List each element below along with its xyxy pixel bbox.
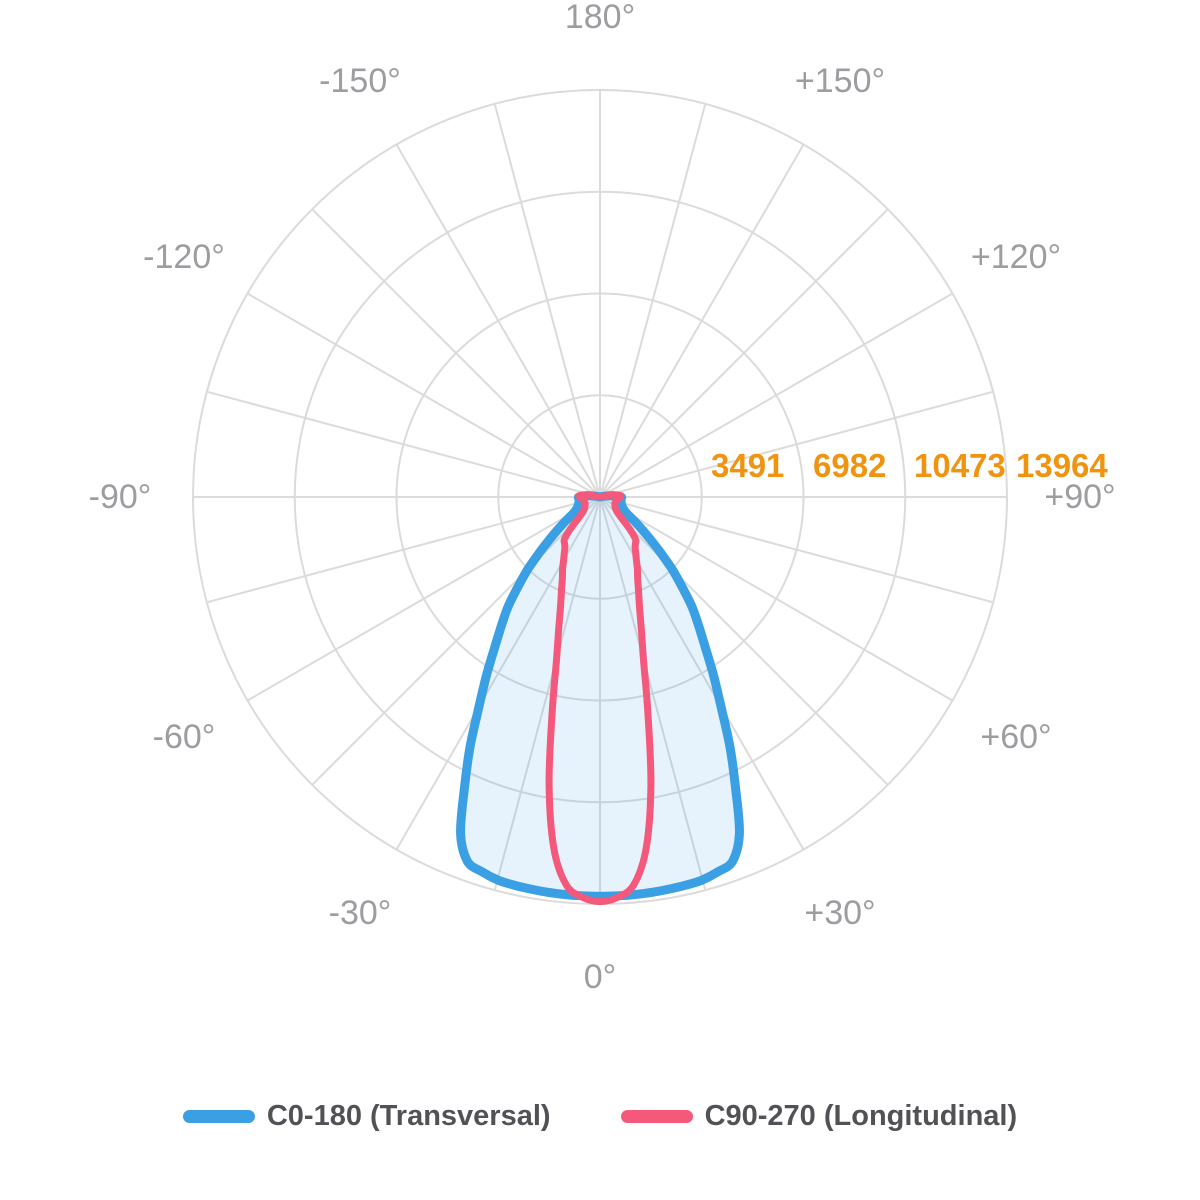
legend-item-c90-270[interactable]: C90-270 (Longitudinal) [620,1100,1018,1133]
polar-chart-svg [192,89,1008,906]
grid-spoke [247,292,601,498]
grid-spoke [599,390,994,498]
legend-swatch-c0-180 [182,1110,255,1123]
grid-spoke [599,144,805,498]
grid-spoke [599,292,953,498]
grid-spoke [206,390,601,498]
legend-label-c0-180: C0-180 (Transversal) [266,1100,551,1132]
grid-spoke [599,496,994,604]
grid-spoke [493,103,601,498]
curve-c0-180 [456,491,744,901]
grid-spoke [599,103,707,498]
legend: C0-180 (Transversal) C90-270 (Longitudin… [0,1100,1200,1133]
grid-spoke [599,496,707,891]
curve-c90-270 [545,491,655,906]
legend-swatch-c90-270 [620,1110,693,1123]
polar-chart-area: 0° +30° +60° +90° +120° +150° 180° -30° -60° -90°… [89,0,1116,994]
grid-spoke [599,208,889,498]
grid-spoke [206,496,601,604]
legend-item-c0-180[interactable]: C0-180 (Transversal) [182,1100,551,1133]
grid-spoke [395,144,601,498]
grid-spoke [311,496,601,786]
grid-spoke [247,496,601,702]
legend-label-c90-270: C90-270 (Longitudinal) [704,1100,1018,1132]
grid-spoke [599,496,889,786]
grid-spoke [493,496,601,891]
grid-spoke [599,496,953,702]
grid-spoke [311,208,601,498]
